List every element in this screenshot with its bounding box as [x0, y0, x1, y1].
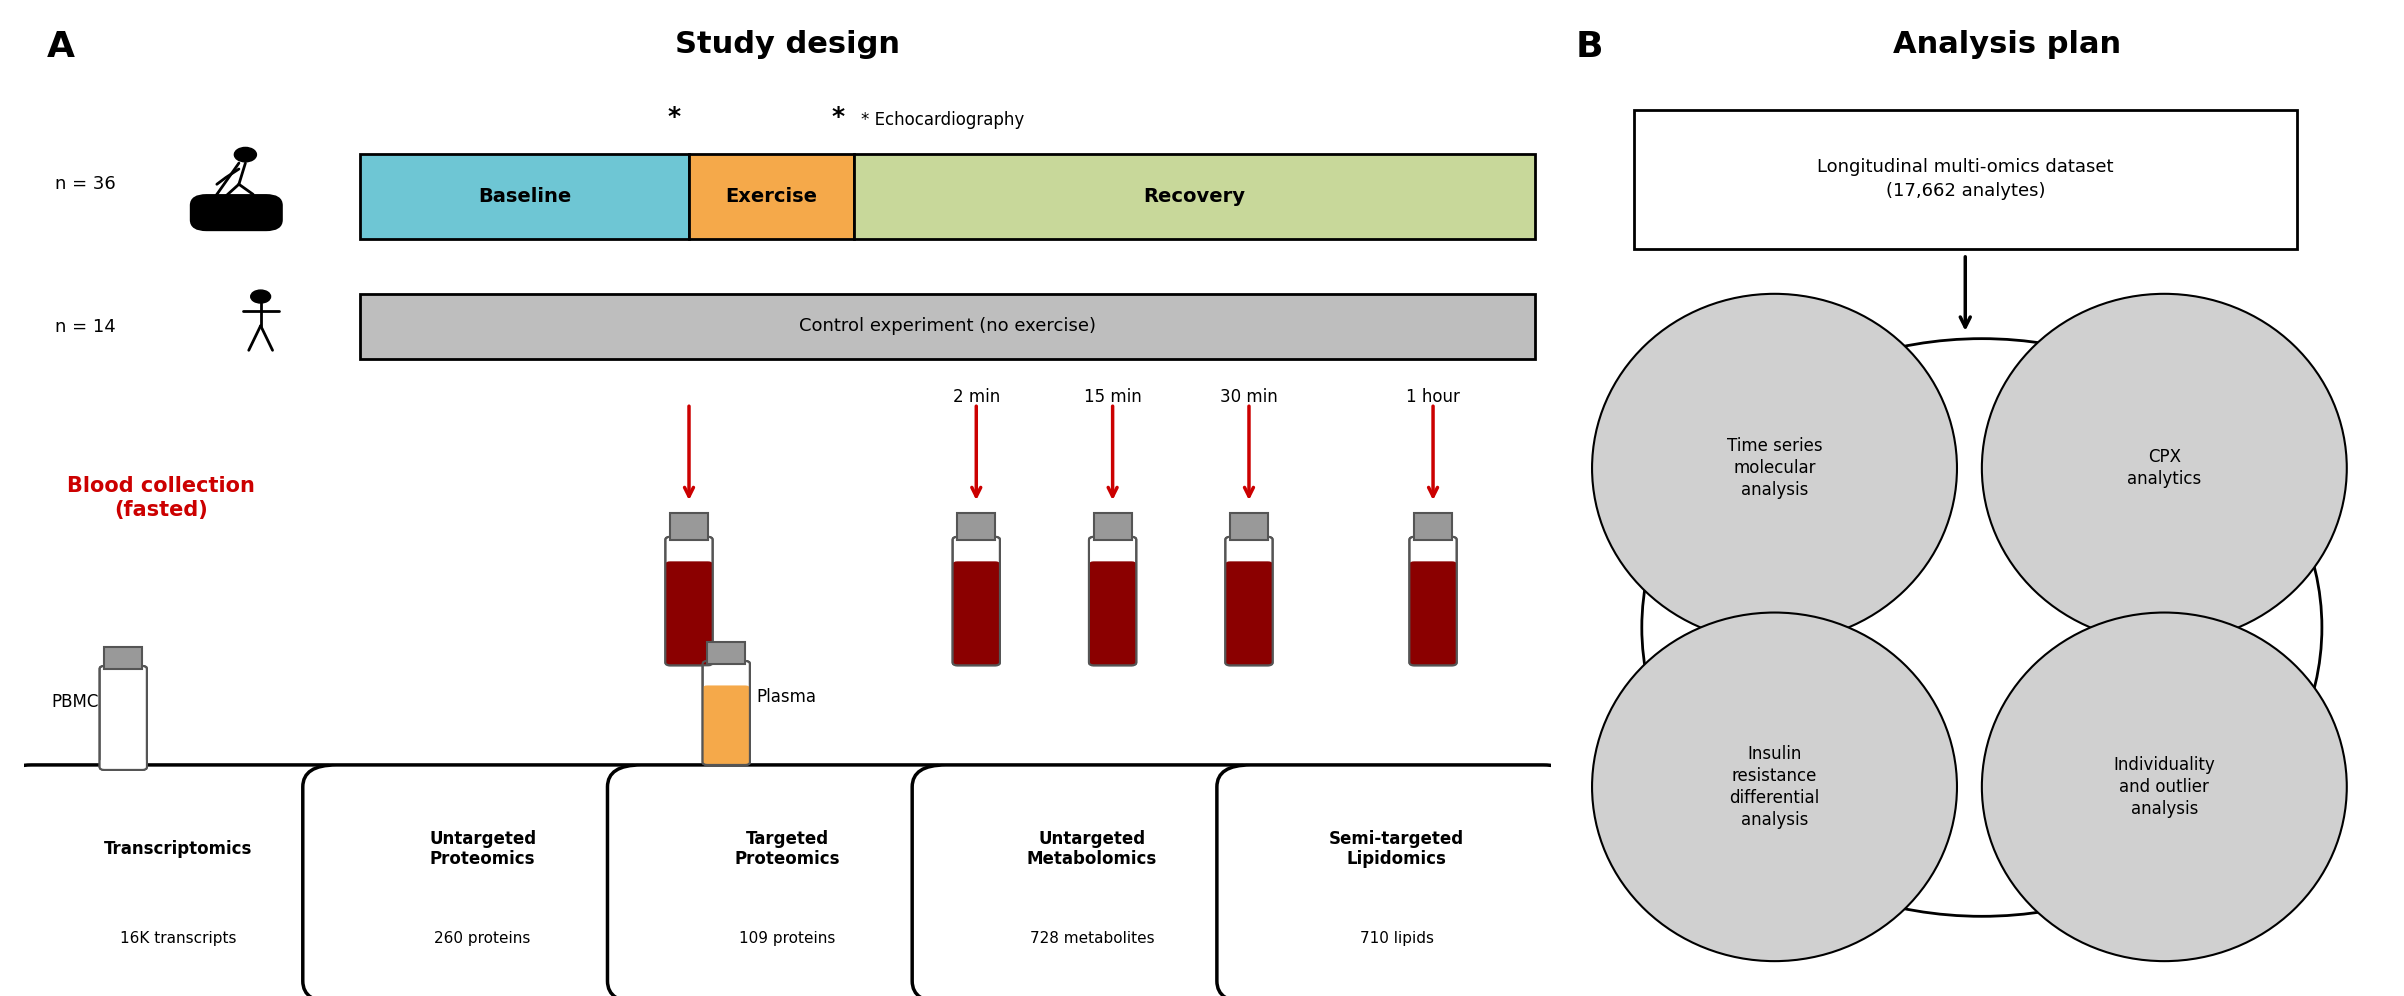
Text: Blood collection
(fasted): Blood collection (fasted): [67, 476, 255, 520]
Circle shape: [250, 290, 272, 303]
FancyBboxPatch shape: [1216, 765, 1577, 996]
Ellipse shape: [1591, 613, 1957, 961]
FancyBboxPatch shape: [303, 765, 664, 996]
Text: 728 metabolites: 728 metabolites: [1029, 931, 1154, 946]
Text: Individuality
and outlier
analysis: Individuality and outlier analysis: [2113, 756, 2214, 818]
FancyBboxPatch shape: [702, 685, 750, 765]
Text: Analysis plan: Analysis plan: [1892, 30, 2120, 59]
Text: Study design: Study design: [676, 30, 899, 59]
Text: Baseline: Baseline: [478, 187, 572, 206]
Text: * Echocardiography: * Echocardiography: [861, 112, 1024, 129]
Text: Untargeted
Metabolomics: Untargeted Metabolomics: [1027, 830, 1156, 869]
FancyBboxPatch shape: [1414, 513, 1452, 540]
FancyBboxPatch shape: [666, 562, 712, 665]
FancyBboxPatch shape: [1094, 513, 1132, 540]
FancyBboxPatch shape: [361, 294, 1536, 359]
FancyBboxPatch shape: [361, 154, 690, 239]
Text: Semi-targeted
Lipidomics: Semi-targeted Lipidomics: [1329, 830, 1464, 869]
Ellipse shape: [1981, 613, 2346, 961]
Ellipse shape: [1591, 294, 1957, 642]
Text: *: *: [668, 106, 680, 129]
FancyBboxPatch shape: [1635, 110, 2298, 249]
FancyBboxPatch shape: [1089, 537, 1137, 665]
FancyBboxPatch shape: [911, 765, 1272, 996]
Text: A: A: [48, 30, 75, 64]
Circle shape: [233, 147, 257, 161]
Text: *: *: [832, 106, 844, 129]
Text: Targeted
Proteomics: Targeted Proteomics: [736, 830, 839, 869]
FancyBboxPatch shape: [1231, 513, 1267, 540]
Circle shape: [252, 219, 264, 229]
FancyBboxPatch shape: [103, 647, 142, 669]
FancyBboxPatch shape: [1409, 562, 1457, 665]
Text: CPX
analytics: CPX analytics: [2128, 448, 2202, 488]
FancyBboxPatch shape: [671, 513, 709, 540]
FancyBboxPatch shape: [957, 513, 995, 540]
FancyBboxPatch shape: [702, 661, 750, 765]
Text: Exercise: Exercise: [726, 187, 817, 206]
Text: 1 hour: 1 hour: [1406, 388, 1459, 406]
Text: Recovery: Recovery: [1144, 187, 1245, 206]
Text: Plasma: Plasma: [757, 688, 817, 706]
FancyBboxPatch shape: [99, 759, 147, 770]
FancyBboxPatch shape: [0, 765, 358, 996]
FancyBboxPatch shape: [1226, 562, 1272, 665]
Ellipse shape: [1981, 294, 2346, 642]
Text: PBMCs: PBMCs: [53, 693, 108, 711]
Text: 710 lipids: 710 lipids: [1361, 931, 1433, 946]
Text: Untargeted
Proteomics: Untargeted Proteomics: [428, 830, 536, 869]
Text: Control experiment (no exercise): Control experiment (no exercise): [798, 317, 1096, 336]
FancyBboxPatch shape: [192, 195, 281, 230]
FancyBboxPatch shape: [666, 537, 712, 665]
FancyBboxPatch shape: [690, 154, 853, 239]
Text: 2 min: 2 min: [952, 388, 1000, 406]
Text: 16K transcripts: 16K transcripts: [120, 931, 236, 946]
Text: 30 min: 30 min: [1221, 388, 1279, 406]
FancyBboxPatch shape: [707, 642, 745, 664]
FancyBboxPatch shape: [99, 666, 147, 770]
Text: 109 proteins: 109 proteins: [738, 931, 837, 946]
Text: Insulin
resistance
differential
analysis: Insulin resistance differential analysis: [1728, 745, 1820, 829]
Circle shape: [207, 219, 221, 229]
Text: n = 14: n = 14: [55, 318, 115, 336]
Text: 260 proteins: 260 proteins: [435, 931, 531, 946]
FancyBboxPatch shape: [608, 765, 966, 996]
Text: n = 36: n = 36: [55, 175, 115, 193]
Text: Transcriptomics: Transcriptomics: [103, 840, 252, 858]
FancyBboxPatch shape: [853, 154, 1536, 239]
Text: Time series
molecular
analysis: Time series molecular analysis: [1726, 437, 1822, 499]
FancyBboxPatch shape: [1089, 562, 1137, 665]
FancyBboxPatch shape: [952, 562, 1000, 665]
FancyBboxPatch shape: [952, 537, 1000, 665]
FancyBboxPatch shape: [1409, 537, 1457, 665]
Text: B: B: [1575, 30, 1603, 64]
Text: Longitudinal multi-omics dataset
(17,662 analytes): Longitudinal multi-omics dataset (17,662…: [1817, 158, 2113, 200]
FancyBboxPatch shape: [1226, 537, 1272, 665]
Text: 15 min: 15 min: [1084, 388, 1142, 406]
